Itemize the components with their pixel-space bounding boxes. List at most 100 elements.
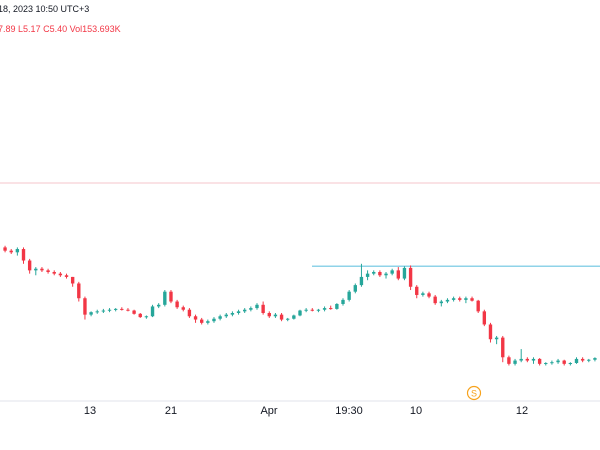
candle-body[interactable] — [574, 358, 579, 364]
candle-body[interactable] — [507, 357, 511, 364]
candle-body[interactable] — [415, 286, 419, 295]
candle-body[interactable] — [378, 272, 382, 276]
candle-body[interactable] — [58, 273, 63, 276]
candle-body[interactable] — [101, 310, 106, 312]
candle-body[interactable] — [34, 268, 38, 271]
candle-body[interactable] — [169, 291, 173, 302]
candle-body[interactable] — [353, 285, 357, 292]
candle-body[interactable] — [261, 304, 265, 313]
candle-body[interactable] — [83, 298, 87, 315]
candle-body[interactable] — [3, 247, 7, 251]
candle-body[interactable] — [525, 358, 530, 361]
candle-body[interactable] — [372, 272, 376, 274]
candle-body[interactable] — [427, 293, 431, 297]
candle-body[interactable] — [316, 309, 321, 311]
candle-body[interactable] — [181, 307, 185, 310]
candle-body[interactable] — [390, 270, 394, 274]
time-axis[interactable]: 13 21 Apr 19:30 10 12 — [84, 405, 528, 417]
candle-body[interactable] — [9, 250, 13, 253]
candle-body[interactable] — [304, 309, 308, 311]
candle-body[interactable] — [163, 291, 167, 305]
candle-body[interactable] — [230, 313, 235, 315]
candle-body[interactable] — [458, 298, 462, 300]
candle-body[interactable] — [40, 268, 44, 271]
candle-body[interactable] — [132, 310, 136, 314]
candle-body[interactable] — [556, 360, 560, 363]
candle-body[interactable] — [408, 267, 413, 287]
candle-body[interactable] — [476, 300, 480, 312]
candle-body[interactable] — [21, 249, 26, 261]
candle-body[interactable] — [322, 308, 327, 310]
candle-body[interactable] — [384, 273, 388, 276]
candle-body[interactable] — [580, 358, 585, 361]
candle-body[interactable] — [138, 313, 142, 318]
candle-body[interactable] — [273, 314, 278, 317]
candle-body[interactable] — [329, 308, 333, 310]
candle-body[interactable] — [593, 358, 597, 360]
candle-body[interactable] — [144, 316, 149, 318]
candle-body[interactable] — [156, 304, 161, 307]
candle-body[interactable] — [64, 275, 69, 277]
candle-body[interactable] — [15, 249, 20, 253]
candle-body[interactable] — [433, 296, 437, 304]
candle-body[interactable] — [286, 318, 290, 320]
candle-body[interactable] — [335, 303, 339, 309]
candle-body[interactable] — [501, 337, 505, 358]
candle-body[interactable] — [107, 309, 112, 311]
candle-body[interactable] — [513, 360, 517, 364]
candle-body[interactable] — [279, 314, 284, 320]
candle-body[interactable] — [175, 301, 179, 308]
candle-body[interactable] — [218, 316, 222, 319]
candle-body[interactable] — [95, 311, 99, 313]
candle-body[interactable] — [445, 299, 450, 302]
candle-body[interactable] — [212, 318, 216, 322]
candle-body[interactable] — [77, 283, 81, 299]
candle-body[interactable] — [70, 276, 75, 284]
candle-body[interactable] — [568, 363, 573, 365]
candle-body[interactable] — [206, 321, 210, 323]
candle-body[interactable] — [187, 309, 192, 317]
candle-body[interactable] — [464, 298, 468, 300]
candle-body[interactable] — [243, 309, 247, 312]
candle-body[interactable] — [310, 309, 314, 311]
candle-body[interactable] — [46, 270, 50, 272]
candle-body[interactable] — [421, 293, 425, 295]
candle-body[interactable] — [470, 298, 474, 301]
candle-body[interactable] — [347, 291, 351, 300]
candle-body[interactable] — [120, 308, 124, 310]
candle-body[interactable] — [292, 315, 296, 319]
candle-body[interactable] — [27, 260, 32, 271]
candle-body[interactable] — [550, 362, 554, 364]
candle-body[interactable] — [126, 309, 130, 311]
candle-body[interactable] — [200, 319, 204, 323]
candle-body[interactable] — [113, 308, 118, 310]
candle-body[interactable] — [519, 358, 523, 361]
candle-body[interactable] — [537, 358, 542, 364]
event-marker[interactable]: S — [466, 385, 482, 401]
candle-body[interactable] — [544, 363, 548, 365]
candle-body[interactable] — [494, 337, 499, 340]
candle-body[interactable] — [482, 311, 487, 325]
candle-body[interactable] — [298, 310, 302, 316]
candle-body[interactable] — [562, 360, 566, 364]
candle-body[interactable] — [365, 273, 370, 277]
candle-body[interactable] — [488, 324, 493, 340]
candle-body[interactable] — [193, 316, 198, 320]
candle-body[interactable] — [89, 312, 93, 315]
candle-body[interactable] — [439, 301, 444, 304]
candle-body[interactable] — [531, 358, 536, 361]
candle-body[interactable] — [396, 270, 400, 279]
candle-body[interactable] — [224, 314, 228, 317]
candle-body[interactable] — [236, 311, 241, 313]
candle-body[interactable] — [150, 306, 155, 317]
candle-body[interactable] — [249, 308, 253, 310]
candle-body[interactable] — [359, 276, 364, 286]
candle-body[interactable] — [267, 313, 271, 317]
candle-body[interactable] — [402, 267, 407, 279]
candle-body[interactable] — [587, 359, 591, 361]
candle-body[interactable] — [341, 299, 345, 304]
candle-body[interactable] — [52, 272, 56, 274]
candle-body[interactable] — [451, 298, 456, 300]
candle-body[interactable] — [255, 304, 259, 309]
